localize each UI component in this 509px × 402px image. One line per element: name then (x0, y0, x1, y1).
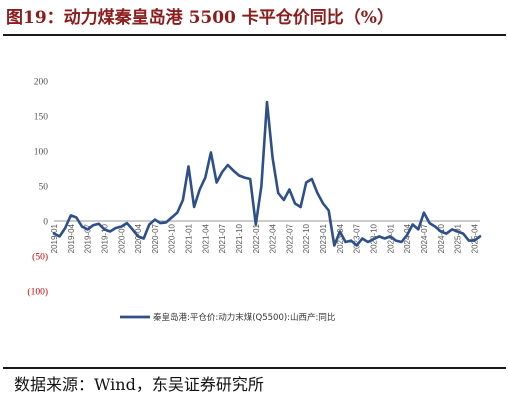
x-tick-label: 2022-04 (269, 223, 278, 253)
x-tick-label: 2024-10 (437, 223, 446, 253)
y-tick-label: (100) (27, 287, 48, 298)
x-tick-label: 2021-04 (201, 223, 210, 253)
x-tick-label: 2021-10 (235, 223, 244, 253)
legend: 秦皇岛港:平仓价:动力末煤(Q5500):山西产:同比 (120, 312, 335, 323)
x-tick-label: 2020-01 (117, 223, 126, 253)
series-layer (52, 100, 482, 247)
x-tick-label: 2023-07 (353, 223, 362, 253)
x-tick-label: 2021-01 (185, 223, 194, 253)
x-tick-label: 2021-07 (218, 223, 227, 253)
x-tick-label: 2020-07 (151, 223, 160, 253)
y-tick-label: (50) (32, 252, 48, 263)
x-tick-label: 2023-01 (319, 223, 328, 253)
figure-title: 图19：动力煤秦皇岛港 5500 卡平仓价同比（%） (6, 8, 394, 28)
x-tick-label: 2025-04 (470, 223, 479, 253)
x-tick-label: 2019-07 (84, 223, 93, 253)
x-tick-label: 2019-01 (50, 223, 59, 253)
x-tick-label: 2019-04 (67, 223, 76, 253)
x-tick-label: 2024-07 (420, 223, 429, 253)
x-axis: 2019-01 2019-04 2019-07 2019-10 2020-01 2020-… (50, 220, 480, 253)
x-tick-label: 2022-01 (252, 223, 261, 253)
x-tick-label: 2024-04 (403, 223, 412, 253)
x-tick-label: 2022-07 (285, 223, 294, 253)
x-tick-label: 2020-10 (168, 223, 177, 253)
y-tick-label: 50 (39, 183, 49, 193)
x-tick-label: 2023-04 (336, 223, 345, 253)
y-tick-label: 150 (34, 113, 49, 123)
x-tick-label: 2025-01 (454, 223, 463, 253)
y-axis: 200 150 100 50 0 (50) (100) (27, 78, 48, 298)
y-tick-label: 0 (43, 218, 48, 228)
x-tick-label: 2020-04 (134, 223, 143, 253)
x-tick-label: 2019-10 (100, 223, 109, 253)
y-tick-label: 200 (34, 78, 49, 88)
figure-source: 数据来源：Wind，东吴证券研究所 (14, 375, 264, 394)
series-line (52, 100, 482, 247)
y-tick-label: 100 (34, 148, 49, 158)
legend-label: 秦皇岛港:平仓价:动力末煤(Q5500):山西产:同比 (153, 312, 335, 323)
bottom-divider (3, 367, 506, 369)
x-tick-label: 2022-10 (302, 223, 311, 253)
top-divider (3, 34, 506, 36)
